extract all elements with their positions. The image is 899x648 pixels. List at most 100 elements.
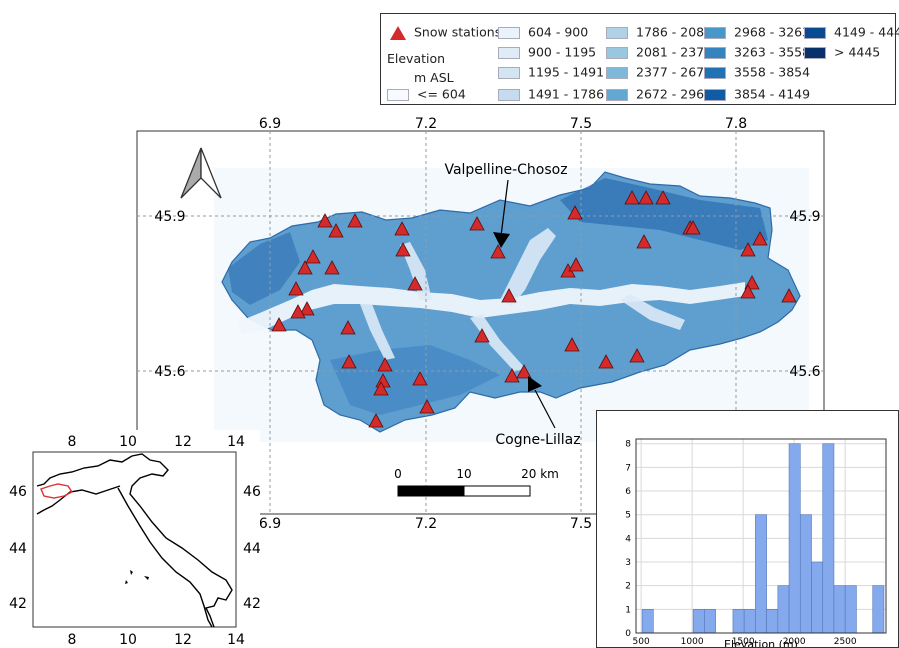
snow-station-marker (624, 190, 640, 205)
annotation-valpelline: Valpelline-Chosoz (444, 162, 567, 178)
snow-station-marker (598, 354, 614, 369)
inset-xtick-bottom-8: 8 (68, 632, 77, 648)
histogram-bar (755, 514, 767, 634)
legend-class-2: 900 - 1195 (498, 44, 596, 60)
snow-station-marker (636, 234, 652, 249)
histogram-xtick-label: 1500 (732, 637, 755, 647)
histogram-bars (641, 443, 885, 634)
snow-station-marker (341, 354, 357, 369)
snow-station-marker (340, 320, 356, 335)
snow-station-marker (781, 288, 797, 303)
legend-class-5: 1786 - 2081 (606, 24, 712, 40)
histogram-bar (743, 609, 756, 634)
station-triangle-icon (390, 25, 406, 40)
annotation-arrow-valpelline (500, 179, 509, 237)
lat-tick-left-1: 45.9 (154, 209, 185, 225)
legend-swatch (804, 46, 826, 59)
italy-outline (36, 453, 233, 628)
lat-tick-right-1: 45.9 (789, 209, 820, 225)
histogram-ytick-label: 5 (625, 511, 631, 521)
histogram-bar (788, 443, 801, 634)
lon-tick-bottom-2: 7.2 (415, 516, 437, 532)
north-arrow-icon (180, 147, 222, 199)
high-relief-south (330, 345, 500, 415)
histogram-ytick-label: 8 (625, 440, 631, 450)
snow-station-marker (638, 190, 654, 205)
histogram-ytick-label: 6 (625, 487, 631, 497)
histogram-xtick-label: 2500 (834, 637, 857, 647)
legend-swatch (606, 88, 628, 101)
snow-station-marker (752, 231, 768, 246)
legend-elevation-title: Elevation (387, 51, 446, 66)
legend-class-12: 3854 - 4149 (704, 86, 810, 102)
lon-tick-top-4: 7.8 (725, 116, 747, 132)
main-valley (238, 282, 745, 334)
arrowhead-valpelline-icon (493, 232, 510, 248)
snow-station-marker (567, 205, 583, 220)
side-valley-4 (620, 294, 685, 330)
snow-station-marker (655, 190, 671, 205)
annotation-cogne: Cogne-Lillaz (495, 432, 580, 448)
snow-station-marker (469, 216, 485, 231)
snow-station-marker (474, 328, 490, 343)
lat-tick-left-2: 45.6 (154, 364, 185, 380)
histogram-xlabel: Elevation (m) (724, 638, 798, 648)
legend-swatch (606, 46, 628, 59)
inset-xtick-top-14: 14 (227, 434, 245, 450)
snow-station-marker (501, 288, 517, 303)
snow-station-marker (407, 276, 423, 291)
side-valley-1 (500, 228, 556, 306)
lon-tick-top-3: 7.5 (570, 116, 592, 132)
legend-class-7: 2377 - 2672 (606, 64, 712, 80)
legend-swatch (498, 46, 520, 59)
inset-ytick-left-46: 46 (9, 484, 27, 500)
histogram-ytick-label: 1 (625, 605, 631, 615)
scalebar (397, 485, 531, 497)
snow-station-marker (299, 301, 315, 316)
snow-station-marker (290, 304, 306, 319)
histogram-bar (641, 609, 654, 634)
inset-ytick-right-44: 44 (243, 541, 260, 557)
snow-station-marker (328, 223, 344, 238)
side-valley-3 (470, 314, 525, 372)
snow-station-marker (419, 399, 435, 414)
histogram-bar (777, 585, 790, 634)
legend-swatch (387, 88, 409, 101)
map-frame (136, 130, 825, 515)
legend-swatch (606, 66, 628, 79)
legend-class-4: 1491 - 1786 (498, 86, 604, 102)
histogram-bar (833, 585, 846, 634)
legend-swatch (704, 66, 726, 79)
histogram-bar (766, 609, 779, 634)
high-relief-north (560, 178, 768, 250)
legend-class-0: <= 604 (387, 86, 466, 102)
histogram-bar (872, 585, 885, 634)
histogram-bar (732, 609, 745, 634)
annotation-arrow-cogne (534, 389, 556, 429)
snow-station-marker (504, 368, 520, 383)
side-valley-5 (360, 304, 395, 360)
legend-swatch (498, 66, 520, 79)
legend-class-14: > 4445 (804, 44, 880, 60)
histogram-bar (822, 443, 835, 634)
histogram-ytick-label: 7 (625, 463, 631, 473)
snow-station-marker (377, 357, 393, 372)
high-relief-west (228, 232, 300, 305)
legend-class-10: 3263 - 3558 (704, 44, 810, 60)
snow-station-marker (740, 284, 756, 299)
lon-tick-bottom-3: 7.5 (570, 516, 592, 532)
inset-xtick-top-10: 10 (119, 434, 137, 450)
histogram-xtick-label: 1000 (681, 637, 704, 647)
legend-swatch (804, 26, 826, 39)
histogram-bar (692, 609, 705, 634)
legend-elevation-unit: m ASL (414, 70, 454, 85)
scalebar-label-20: 20 km (521, 467, 559, 481)
italy-coast-tyrrhenian (117, 487, 213, 628)
inset-xtick-top-8: 8 (68, 434, 77, 450)
italy-islands (125, 570, 149, 584)
snow-station-marker (317, 213, 333, 228)
snow-station-marker (685, 220, 701, 235)
italy-inset-axes (32, 451, 237, 628)
legend-swatch (704, 88, 726, 101)
